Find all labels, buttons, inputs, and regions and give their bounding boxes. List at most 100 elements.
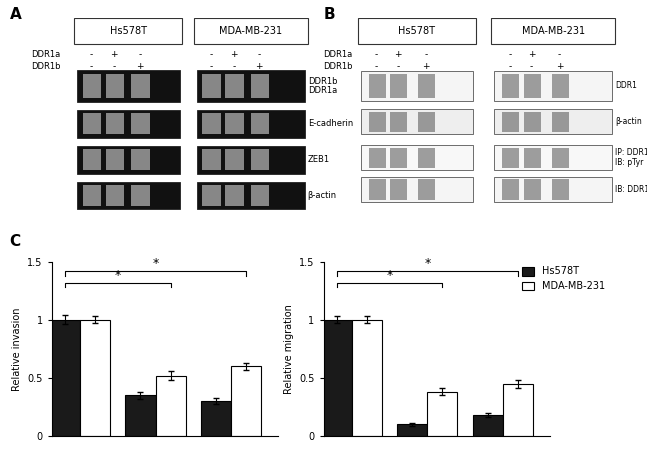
Bar <box>225 74 244 98</box>
Bar <box>105 113 124 134</box>
Bar <box>494 71 612 101</box>
Bar <box>352 320 382 436</box>
Bar <box>552 148 569 168</box>
Bar <box>552 74 569 98</box>
Bar <box>225 185 244 206</box>
Bar <box>225 113 244 134</box>
Bar <box>131 185 149 206</box>
Bar <box>369 112 386 132</box>
Bar <box>231 366 261 436</box>
Y-axis label: Relative invasion: Relative invasion <box>12 307 22 391</box>
Bar <box>203 113 221 134</box>
Text: -: - <box>397 62 400 72</box>
FancyBboxPatch shape <box>358 18 476 44</box>
Bar <box>203 185 221 206</box>
Text: Hs578T: Hs578T <box>110 26 147 36</box>
Text: β-actin: β-actin <box>615 118 642 126</box>
Bar <box>390 148 408 168</box>
Bar <box>83 113 102 134</box>
Text: +: + <box>111 50 118 59</box>
Bar <box>83 74 102 98</box>
Text: -: - <box>209 62 213 72</box>
Bar <box>390 179 408 200</box>
Text: -: - <box>90 62 93 72</box>
Bar <box>369 179 386 200</box>
Bar <box>502 74 519 98</box>
Text: B: B <box>324 7 335 22</box>
Text: -: - <box>232 62 236 72</box>
Text: DDR1b: DDR1b <box>32 62 61 72</box>
Bar <box>251 113 269 134</box>
Bar <box>494 109 612 134</box>
Text: C: C <box>10 234 21 249</box>
Text: Hs578T: Hs578T <box>398 26 435 36</box>
Bar <box>131 74 149 98</box>
FancyBboxPatch shape <box>74 18 182 44</box>
Text: -: - <box>530 62 533 72</box>
Text: IB: DDR1: IB: DDR1 <box>615 185 647 194</box>
Text: IP: DDR1
IB: pTyr: IP: DDR1 IB: pTyr <box>615 148 647 167</box>
Legend: Hs578T, MDA-MB-231: Hs578T, MDA-MB-231 <box>523 267 605 291</box>
Text: +: + <box>556 62 564 72</box>
Bar <box>131 149 149 170</box>
Bar <box>77 146 180 174</box>
Bar <box>494 145 612 170</box>
Bar <box>361 177 472 202</box>
Bar <box>361 109 472 134</box>
Bar <box>80 320 110 436</box>
Bar <box>503 384 533 436</box>
Bar <box>524 148 541 168</box>
Bar <box>197 146 305 174</box>
Bar <box>105 149 124 170</box>
Bar <box>524 179 541 200</box>
Bar <box>131 113 149 134</box>
Bar <box>251 149 269 170</box>
Bar <box>427 392 457 436</box>
Bar <box>418 74 435 98</box>
Text: A: A <box>10 7 21 22</box>
Text: *: * <box>386 269 393 282</box>
Bar <box>369 148 386 168</box>
Bar <box>83 149 102 170</box>
Bar <box>502 148 519 168</box>
Bar <box>251 185 269 206</box>
Bar <box>494 177 612 202</box>
Bar <box>77 70 180 102</box>
Text: DDR1: DDR1 <box>615 81 637 90</box>
Bar <box>201 401 231 436</box>
Bar <box>524 112 541 132</box>
Bar <box>390 112 408 132</box>
Text: -: - <box>138 50 142 59</box>
Text: -: - <box>209 50 213 59</box>
Bar <box>50 320 80 436</box>
Text: MDA-MB-231: MDA-MB-231 <box>219 26 282 36</box>
Text: DDR1b: DDR1b <box>324 62 353 72</box>
Bar <box>105 185 124 206</box>
Text: DDR1a: DDR1a <box>32 50 61 59</box>
Bar <box>225 149 244 170</box>
Bar <box>197 110 305 138</box>
FancyBboxPatch shape <box>491 18 615 44</box>
Bar <box>251 74 269 98</box>
Bar <box>418 112 435 132</box>
Bar <box>472 415 503 436</box>
Y-axis label: Relative migration: Relative migration <box>283 304 294 394</box>
Bar <box>197 182 305 209</box>
Text: +: + <box>528 50 535 59</box>
Text: +: + <box>136 62 144 72</box>
Text: +: + <box>230 50 237 59</box>
Text: -: - <box>258 50 261 59</box>
Text: -: - <box>113 62 116 72</box>
Bar <box>197 70 305 102</box>
Bar <box>502 112 519 132</box>
Bar <box>397 425 427 436</box>
Bar <box>418 148 435 168</box>
Text: -: - <box>558 50 561 59</box>
Bar <box>83 185 102 206</box>
Text: β-actin: β-actin <box>308 191 337 200</box>
Bar <box>77 110 180 138</box>
Bar <box>203 149 221 170</box>
Bar <box>155 375 186 436</box>
Bar <box>77 182 180 209</box>
Bar <box>322 320 352 436</box>
